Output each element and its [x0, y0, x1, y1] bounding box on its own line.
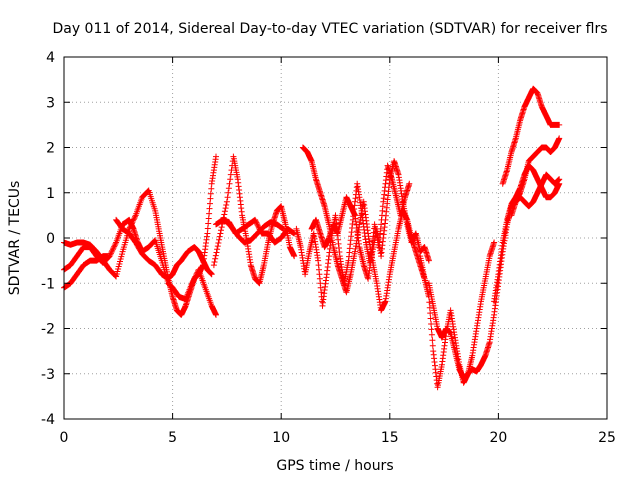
x-tick-label: 15: [381, 430, 399, 446]
y-tick-label: -2: [41, 322, 55, 338]
y-axis-label: SDTVAR / TECUs: [7, 181, 23, 296]
chart-title: Day 011 of 2014, Sidereal Day-to-day VTE…: [52, 21, 607, 37]
x-tick-label: 0: [60, 430, 69, 446]
x-axis-label: GPS time / hours: [276, 458, 393, 474]
y-tick-label: -3: [41, 367, 55, 383]
y-tick-label: 0: [46, 231, 55, 247]
axis-ticks: 0 5 10 15 20 25 -4 -3 -2 -1 0 1 2 3 4: [41, 50, 616, 446]
y-tick-label: 2: [46, 141, 55, 157]
y-tick-label: 1: [46, 186, 55, 202]
x-tick-label: 5: [168, 430, 177, 446]
y-tick-label: 3: [46, 95, 55, 111]
x-tick-label: 10: [272, 430, 290, 446]
y-tick-label: -1: [41, 276, 55, 292]
series-plus-markers: [61, 85, 563, 391]
x-tick-label: 20: [489, 430, 507, 446]
y-tick-label: -4: [41, 412, 55, 428]
x-tick-label: 25: [598, 430, 616, 446]
y-tick-label: 4: [46, 50, 55, 66]
data-markers: [61, 85, 563, 391]
